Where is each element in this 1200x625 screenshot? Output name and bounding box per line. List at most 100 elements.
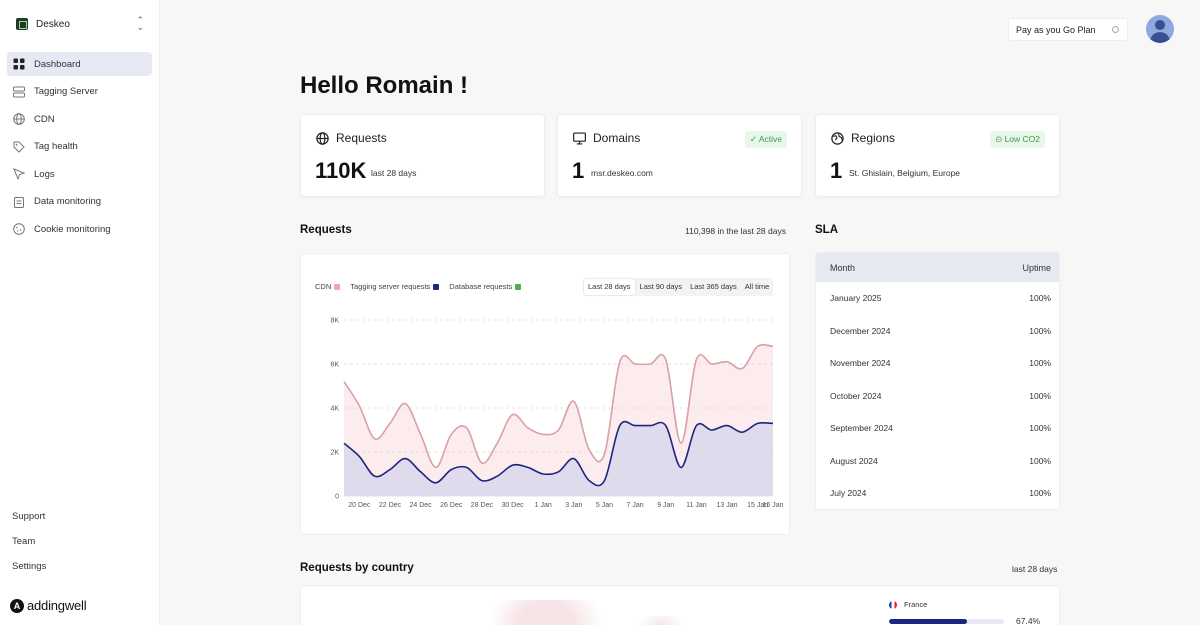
table-row: August 2024 100% — [816, 445, 1059, 478]
tab-last-28-days[interactable]: Last 28 days — [584, 279, 635, 295]
kpi-title: Requests — [336, 131, 387, 145]
row-month: December 2024 — [830, 325, 891, 336]
plan-label: Pay as you Go Plan — [1016, 24, 1096, 35]
column-header-uptime: Uptime — [1022, 262, 1051, 273]
series-line-tagging-server-requests — [343, 343, 774, 469]
sidebar-item-tag-health[interactable]: Tag health — [7, 135, 152, 159]
sla-table: Month Uptime January 2025 100% December 2… — [815, 252, 1060, 510]
row-uptime: 100% — [1029, 488, 1051, 499]
team-link[interactable]: Team — [12, 536, 36, 547]
france-flag-icon — [889, 600, 897, 609]
sidebar-item-tagging-server[interactable]: Tagging Server — [7, 80, 152, 104]
row-month: July 2024 — [830, 488, 867, 499]
regions-kpi-card: Regions ⊙ Low CO2 1 St. Ghislain, Belgiu… — [815, 114, 1060, 197]
settings-link[interactable]: Settings — [12, 561, 47, 572]
legend-label: CDN — [315, 282, 332, 291]
legend-swatch — [433, 283, 440, 290]
column-header-month: Month — [830, 262, 856, 273]
country-share: 67.4% — [1016, 616, 1041, 625]
legend-item-tagging[interactable]: Tagging server requests — [350, 282, 440, 291]
y-tick-label: 0 — [335, 494, 339, 501]
x-tick-label: 24 Dec — [410, 502, 433, 509]
leaf-icon: ⊙ — [995, 134, 1005, 144]
x-tick-label: 1 Jan — [535, 502, 552, 509]
addingwell-logo-icon: A — [10, 598, 24, 613]
legend-label: Database requests — [449, 282, 513, 291]
cookie-icon — [13, 223, 25, 235]
legend-item-database[interactable]: Database requests — [449, 282, 522, 291]
row-uptime: 100% — [1029, 423, 1051, 434]
row-month: October 2024 — [830, 390, 882, 401]
requests-chart-card: CDN Tagging server requests Database req… — [300, 253, 790, 535]
globe-icon — [316, 131, 329, 145]
y-tick-label: 2K — [330, 450, 339, 457]
world-map-region — [631, 616, 691, 625]
table-row: December 2024 100% — [816, 315, 1059, 348]
plan-button[interactable]: Pay as you Go Plan — [1008, 18, 1128, 41]
workspace-name: Deskeo — [36, 18, 70, 30]
chevron-updown-icon: ⌃ ⌄ — [136, 15, 144, 32]
legend-swatch — [515, 283, 522, 290]
server-icon — [13, 86, 25, 98]
legend-swatch — [334, 283, 341, 290]
tab-last-90-days[interactable]: Last 90 days — [639, 282, 683, 291]
series-line-database-requests — [343, 420, 774, 487]
legend-label: Tagging server requests — [350, 282, 431, 291]
requests-section-title: Requests — [300, 224, 352, 236]
kpi-value: 1 — [572, 158, 585, 183]
requests-summary: 110,398 in the last 28 days — [685, 226, 786, 236]
earth-icon — [831, 131, 844, 145]
x-tick-label: 15 Jan — [747, 502, 768, 509]
workspace-logo-icon — [16, 18, 28, 30]
tab-all-time[interactable]: All time — [744, 282, 770, 291]
sidebar-item-logs[interactable]: Logs — [7, 162, 152, 186]
kpi-title: Regions — [851, 131, 896, 145]
legend-item-cdn[interactable]: CDN — [315, 282, 341, 291]
chart-legend: CDN Tagging server requests Database req… — [315, 282, 531, 291]
world-map — [486, 600, 636, 625]
brand-logo[interactable]: A addingwell — [10, 598, 87, 613]
x-tick-label: 16 Jan — [762, 502, 783, 509]
x-tick-label: 5 Jan — [596, 502, 613, 509]
x-tick-label: 11 Jan — [686, 502, 707, 509]
y-tick-label: 4K — [330, 406, 339, 413]
dashboard-icon — [13, 58, 25, 70]
globe-icon — [13, 113, 25, 125]
row-uptime: 100% — [1029, 293, 1051, 304]
requests-kpi-card: Requests 110K last 28 days — [300, 114, 545, 197]
x-tick-label: 7 Jan — [627, 502, 644, 509]
support-link[interactable]: Support — [12, 511, 46, 522]
check-circle-icon: ✓ — [749, 134, 759, 144]
kpi-subtitle: St. Ghislain, Belgium, Europe — [849, 168, 961, 178]
table-row: January 2025 100% — [816, 282, 1059, 315]
x-tick-label: 9 Jan — [657, 502, 674, 509]
sidebar-nav: Dashboard Tagging Server CDN Tag health … — [7, 52, 152, 245]
row-uptime: 100% — [1029, 325, 1051, 336]
tab-last-365-days[interactable]: Last 365 days — [690, 282, 737, 291]
country-progress-bar — [889, 619, 1004, 624]
table-row: September 2024 100% — [816, 412, 1059, 445]
row-month: January 2025 — [830, 293, 882, 304]
sidebar-item-data-monitoring[interactable]: Data monitoring — [7, 190, 152, 214]
user-avatar[interactable] — [1146, 15, 1174, 43]
clipboard-icon — [13, 196, 25, 208]
badge-label: Active — [758, 134, 782, 144]
sidebar-item-label: Tagging Server — [34, 86, 98, 97]
sidebar-item-cookie-monitoring[interactable]: Cookie monitoring — [7, 217, 152, 241]
x-tick-label: 13 Jan — [717, 502, 738, 509]
sidebar-item-dashboard[interactable]: Dashboard — [7, 52, 152, 76]
table-row: July 2024 100% — [816, 477, 1059, 509]
x-tick-label: 20 Dec — [348, 502, 371, 509]
info-icon — [1112, 26, 1119, 33]
workspace-switcher[interactable]: Deskeo ⌃ ⌄ — [8, 12, 152, 36]
row-month: September 2024 — [830, 423, 893, 434]
kpi-subtitle: last 28 days — [371, 168, 417, 178]
range-tabs: Last 28 days Last 90 days Last 365 days … — [583, 278, 774, 296]
country-name: France — [904, 600, 928, 609]
x-tick-label: 3 Jan — [565, 502, 582, 509]
requests-chart: 0 2K 4K 6K 8K 20 Dec 22 Dec 24 Dec 26 Dec 28 Dec 3… — [330, 318, 783, 510]
monitor-icon — [573, 131, 586, 145]
row-month: August 2024 — [830, 455, 878, 466]
sidebar: Deskeo ⌃ ⌄ Dashboard Tagging Server CDN — [0, 0, 160, 625]
sidebar-item-cdn[interactable]: CDN — [7, 107, 152, 131]
